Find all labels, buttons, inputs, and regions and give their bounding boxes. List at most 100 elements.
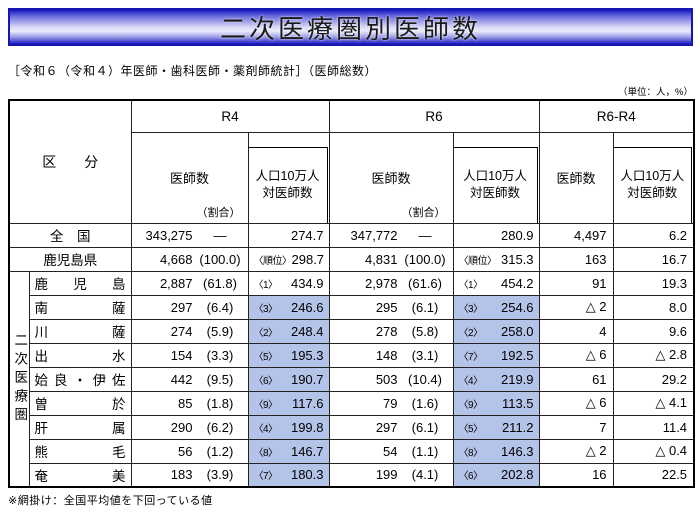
- diff-per-capita-cell: 6.2: [612, 222, 695, 248]
- diff-doctors-cell: 16: [538, 462, 614, 488]
- per-capita-value: 280.9: [500, 227, 534, 243]
- header-diff-doctors: 医師数: [538, 131, 614, 224]
- doctors-count: 343,275: [145, 227, 193, 243]
- diff-per-capita-cell: 19.3: [612, 270, 695, 296]
- r4-doctors-cell: 442 (9.5): [130, 366, 249, 392]
- diff-doctors-cell: △ 2: [538, 438, 614, 464]
- doctors-count: 56: [178, 443, 193, 459]
- diff-per-capita-cell: 29.2: [612, 366, 695, 392]
- page-title: 二次医療圏別医師数: [8, 8, 693, 46]
- rank-badge: 〈3〉: [458, 303, 484, 315]
- r6-doctors-cell: 347,772 —: [328, 222, 454, 248]
- r4-doctors-cell: 4,668 (100.0): [130, 246, 249, 272]
- area-name-cell: 鹿児島県: [8, 246, 132, 272]
- diff-per-capita-cell: △ 0.4: [612, 438, 695, 464]
- per-capita-value: 274.7: [290, 227, 324, 243]
- r6-per-capita-cell: 〈3〉 254.6: [452, 294, 540, 320]
- diff-doctors-cell: 7: [538, 414, 614, 440]
- area-name-cell: 南薩: [28, 294, 132, 320]
- table-row: 曽於 85 (1.8) 〈9〉 117.6 79 (1.6) 〈9〉 113.5 △ 6…: [9, 390, 695, 416]
- r6-doctors-cell: 297 (6.1): [328, 414, 454, 440]
- r4-per-capita-cell: 〈1〉 434.9: [247, 270, 330, 296]
- per-capita-value: 199.8: [290, 419, 324, 435]
- diff-doctors-cell: 4,497: [538, 222, 614, 248]
- diff-per-capita-cell: △ 4.1: [612, 390, 695, 416]
- per-capita-value: 315.3: [500, 251, 534, 267]
- per-capita-value: 434.9: [290, 275, 324, 291]
- per-capita-value: 113.5: [501, 395, 534, 411]
- table-row: 出水 154 (3.3) 〈5〉 195.3 148 (3.1) 〈7〉 192.5 △…: [9, 342, 695, 368]
- r6-doctors-cell: 54 (1.1): [328, 438, 454, 464]
- rank-badge: 〈6〉: [253, 375, 279, 387]
- table-row: 南薩 297 (6.4) 〈3〉 246.6 295 (6.1) 〈3〉 254.6 △…: [9, 294, 695, 320]
- doctors-ratio: (61.6): [408, 275, 442, 291]
- per-capita-value: 219.9: [500, 371, 534, 387]
- ratio-label: （割合）: [401, 206, 446, 219]
- r6-per-capita-cell: 〈1〉 454.2: [452, 270, 540, 296]
- rank-badge: 〈5〉: [253, 351, 279, 363]
- doctors-ratio: (6.2): [206, 419, 234, 435]
- side-label-secondary-medical-area: 二次医療圏: [8, 270, 30, 488]
- r4-per-capita-cell: 274.7: [247, 222, 330, 248]
- doctors-ratio: (6.1): [411, 419, 439, 435]
- ratio-label: （割合）: [196, 206, 241, 219]
- r4-per-capita-cell: 〈順位〉 298.7: [247, 246, 330, 272]
- area-name-cell: 鹿児島: [28, 270, 132, 296]
- header-group-r4: R4: [130, 99, 330, 133]
- area-name-cell: 出水: [28, 342, 132, 368]
- doctors-count: 85: [178, 395, 193, 411]
- doctors-ratio: (1.1): [411, 443, 439, 459]
- doctors-ratio: (10.4): [408, 371, 442, 387]
- corner-header-kubun: 区 分: [8, 99, 132, 224]
- doctors-ratio: (5.9): [206, 323, 234, 339]
- diff-doctors-cell: △ 2: [538, 294, 614, 320]
- diff-per-capita-cell: 8.0: [612, 294, 695, 320]
- r6-doctors-cell: 503 (10.4): [328, 366, 454, 392]
- r4-doctors-cell: 56 (1.2): [130, 438, 249, 464]
- doctors-ratio: (3.9): [206, 467, 234, 483]
- per-capita-value: 298.7: [291, 251, 325, 267]
- r4-doctors-cell: 183 (3.9): [130, 462, 249, 488]
- rank-badge: 〈1〉: [253, 279, 279, 291]
- table-row: 奄美 183 (3.9) 〈7〉 180.3 199 (4.1) 〈6〉 202.8 1…: [9, 462, 695, 488]
- diff-per-capita-cell: 11.4: [612, 414, 695, 440]
- rank-badge: 〈7〉: [458, 351, 484, 363]
- per-capita-value: 192.5: [500, 347, 534, 363]
- r6-per-capita-cell: 〈9〉 113.5: [452, 390, 540, 416]
- unit-note: （単位：人，%）: [618, 87, 693, 98]
- per-capita-value: 146.7: [290, 443, 324, 459]
- per-capita-value: 117.6: [291, 395, 324, 411]
- rank-badge: 〈順位〉: [253, 255, 293, 267]
- doctors-ratio: (9.5): [206, 371, 234, 387]
- rank-badge: 〈1〉: [458, 279, 484, 291]
- table-row: 川薩 274 (5.9) 〈2〉 248.4 278 (5.8) 〈2〉 258.0 4…: [9, 318, 695, 344]
- doctors-ratio: (1.6): [411, 395, 439, 411]
- diff-doctors-cell: △ 6: [538, 342, 614, 368]
- doctors-count: 2,978: [364, 275, 398, 291]
- r6-doctors-cell: 148 (3.1): [328, 342, 454, 368]
- r6-doctors-cell: 4,831 (100.0): [328, 246, 454, 272]
- doctors-ratio: (5.8): [411, 323, 439, 339]
- doctors-label: 医師数: [556, 171, 596, 186]
- header-group-row: 区 分 R4 R6 R6-R4: [8, 99, 695, 224]
- r4-per-capita-cell: 〈9〉 117.6: [247, 390, 330, 416]
- r4-per-capita-cell: 〈2〉 248.4: [247, 318, 330, 344]
- diff-per-capita-cell: 22.5: [612, 462, 695, 488]
- shading-footnote: ※網掛け：全国平均値を下回っている値: [8, 495, 213, 507]
- header-r6-doctors: 医師数 （割合）: [328, 131, 454, 224]
- rank-badge: 〈順位〉: [458, 255, 498, 267]
- doctors-count: 4,831: [364, 251, 398, 267]
- diff-doctors-cell: 91: [538, 270, 614, 296]
- doctors-count: 4,668: [159, 251, 193, 267]
- table-row: 二次医療圏鹿児島 2,887 (61.8) 〈1〉 434.9 2,978 (61.6…: [8, 270, 695, 488]
- table-row: 鹿児島県 4,668 (100.0) 〈順位〉 298.7 4,831 (100.0)…: [8, 246, 695, 272]
- header-sub-row: 医師数 （割合） 人口10万人 対医師数 医師数 （割合） 人口10万人: [9, 131, 695, 224]
- doctors-label: 医師数: [371, 171, 411, 186]
- diff-per-capita-cell: 9.6: [612, 318, 695, 344]
- diff-doctors-cell: 163: [538, 246, 614, 272]
- r4-per-capita-cell: 〈5〉 195.3: [247, 342, 330, 368]
- header-r4-per-capita: 人口10万人 対医師数: [247, 131, 330, 224]
- per-capita-value: 146.3: [500, 443, 534, 459]
- per-capita-value: 254.6: [500, 299, 534, 315]
- r6-doctors-cell: 199 (4.1): [328, 462, 454, 488]
